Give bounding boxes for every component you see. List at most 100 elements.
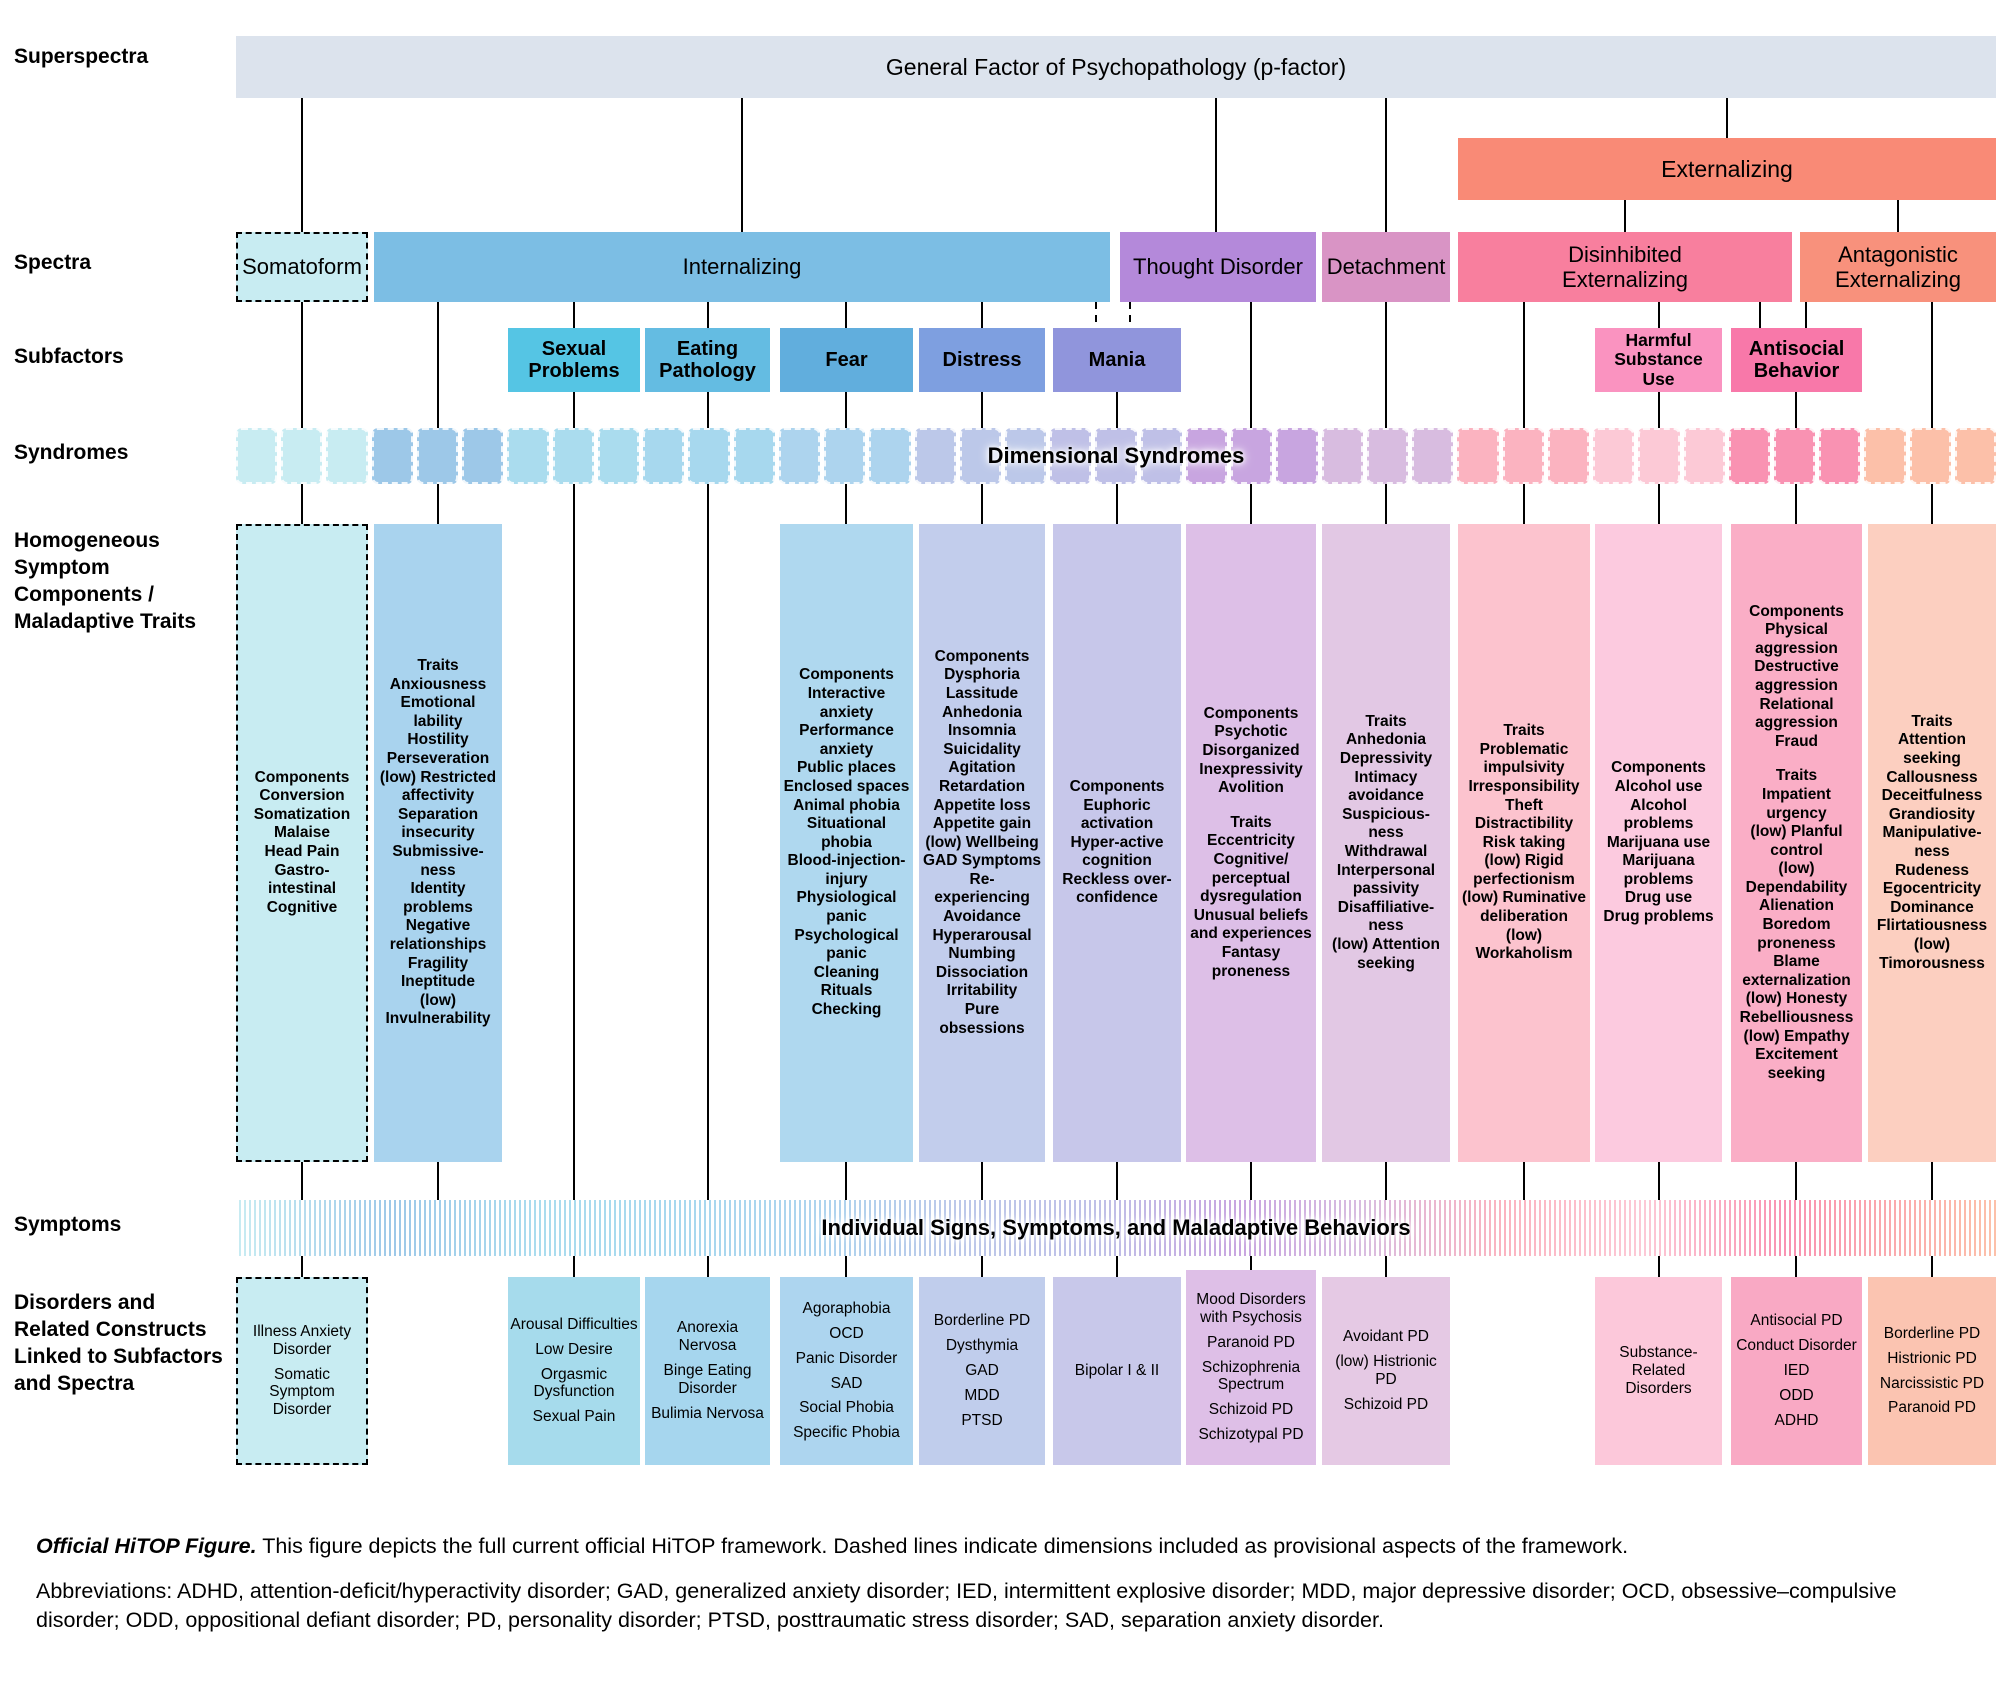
symptoms-band xyxy=(236,1200,1996,1256)
subfactor-eating-pathology-label: Eating Pathology xyxy=(659,337,756,382)
list-item: Conduct Disorder xyxy=(1736,1337,1857,1355)
syndrome-cell xyxy=(869,428,911,484)
list-item: Blood-injection-injury xyxy=(787,852,906,888)
syndrome-cell xyxy=(1366,428,1409,484)
section-title: Traits xyxy=(1911,712,1953,730)
list-item: (low) Rigid perfectionism xyxy=(1473,852,1575,888)
components-column-distress: Components Dysphoria Lassitude Anhedonia Ins… xyxy=(919,524,1045,1162)
list-item: Alienation xyxy=(1759,897,1834,915)
list-item: Specific Phobia xyxy=(793,1424,900,1442)
syndrome-cell xyxy=(1954,428,1997,484)
list-item: Low Desire xyxy=(535,1340,613,1358)
externalizing-bar-label: Externalizing xyxy=(1661,155,1793,182)
syndrome-cell xyxy=(552,428,594,484)
list-item: (low) Empathy xyxy=(1743,1027,1850,1045)
list-item: Conversion xyxy=(259,787,345,805)
list-item: Anhedonia xyxy=(1345,731,1427,749)
subfactor-fear: Fear xyxy=(780,328,913,392)
list-item: Identity problems xyxy=(403,880,473,916)
list-item: Head Pain xyxy=(264,843,340,860)
caption-body: This figure depicts the full current off… xyxy=(256,1534,1629,1558)
list-item: Performance anxiety xyxy=(799,722,894,758)
subfactor-antisocial-behavior-label: Antisocial Behavior xyxy=(1748,337,1845,382)
components-column-antisocial: Components Physical aggression Destructive… xyxy=(1731,524,1862,1162)
list-item: GAD xyxy=(965,1362,999,1380)
list-item: Somatic Symptom Disorder xyxy=(269,1365,335,1419)
list-item: Egocentricity xyxy=(1882,880,1982,898)
list-item: Binge Eating Disorder xyxy=(663,1362,752,1397)
syndrome-cell xyxy=(959,428,1001,484)
section-title: Traits xyxy=(1230,813,1272,831)
list-item: Manipulative-ness xyxy=(1882,824,1982,860)
syndrome-cell xyxy=(1773,428,1816,484)
section-title: Components xyxy=(1069,777,1165,795)
list-item: Dominance xyxy=(1890,898,1974,916)
list-item: Bulimia Nervosa xyxy=(651,1404,764,1422)
list-item: Relational aggression xyxy=(1755,695,1838,732)
syndrome-cell xyxy=(1864,428,1906,484)
subfactor-harmful-substance-use-label: Harmful Substance Use xyxy=(1614,329,1703,389)
disorders-antagonistic: Borderline PD Histrionic PD Narcissistic P… xyxy=(1868,1277,1996,1465)
caption-abbreviations: Abbreviations: ADHD, attention-deficit/h… xyxy=(36,1579,1897,1633)
disorders-mania: Bipolar I & II xyxy=(1053,1277,1181,1465)
section-title: Components xyxy=(254,768,350,786)
list-item: Paranoid PD xyxy=(1207,1333,1295,1351)
list-item: PTSD xyxy=(961,1411,1003,1429)
list-item: Fantasy proneness xyxy=(1211,943,1291,980)
syndrome-cell xyxy=(733,428,775,484)
list-item: Inexpressivity xyxy=(1199,760,1303,778)
list-item: ODD xyxy=(1779,1386,1814,1404)
list-item: Enclosed spaces xyxy=(783,777,910,795)
list-item: Borderline PD xyxy=(933,1312,1031,1330)
list-item: Schizophrenia Spectrum xyxy=(1201,1358,1301,1394)
syndrome-cell xyxy=(1140,428,1182,484)
list-item: (low) Wellbeing xyxy=(925,833,1039,851)
syndrome-cell xyxy=(1276,428,1318,484)
syndrome-cell xyxy=(688,428,730,484)
list-item: Paranoid PD xyxy=(1888,1399,1976,1417)
section-title: Components xyxy=(1749,602,1844,620)
caption-line: Official HiTOP Figure. This figure depic… xyxy=(36,1532,1966,1561)
spectra-thought-disorder: Thought Disorder xyxy=(1120,232,1316,302)
list-item: Anxiousness xyxy=(389,675,487,693)
syndrome-cell xyxy=(1185,428,1228,484)
list-item: (low) Attention seeking xyxy=(1332,935,1440,972)
list-item: Alcohol use xyxy=(1614,777,1703,795)
list-item: Insomnia xyxy=(947,722,1017,740)
syndrome-cell xyxy=(778,428,821,484)
list-item: (low) Planful control xyxy=(1750,823,1843,859)
row-label-spectra: Spectra xyxy=(14,251,92,274)
list-item: Callousness xyxy=(1886,768,1978,786)
list-item: Marijuana problems xyxy=(1622,852,1695,888)
list-item: Eccentricity xyxy=(1207,832,1295,850)
spectra-disinhibited-externalizing: Disinhibited Externalizing xyxy=(1458,232,1792,302)
list-item: Depressivity xyxy=(1339,750,1433,768)
list-item: (low) Restricted affectivity xyxy=(379,768,497,805)
list-item: Boredom proneness xyxy=(1757,916,1836,952)
list-item: Ineptitude xyxy=(400,973,476,991)
spectra-antagonistic-externalizing: Antagonistic Externalizing xyxy=(1800,232,1996,302)
list-item: Irresponsibility xyxy=(1468,777,1580,795)
list-item: Deceitfulness xyxy=(1881,787,1983,805)
subfactor-sexual-problems-label: Sexual Problems xyxy=(528,337,620,382)
subfactor-mania: Mania xyxy=(1053,328,1181,392)
list-item: Public places xyxy=(796,759,897,777)
section-title: Components xyxy=(799,666,894,684)
subfactor-sexual-problems: Sexual Problems xyxy=(508,328,640,392)
list-item: Anorexia Nervosa xyxy=(676,1319,739,1355)
list-item: SAD xyxy=(830,1374,863,1392)
list-item: Attention seeking xyxy=(1897,731,1966,768)
list-item: Dissociation xyxy=(935,963,1029,981)
list-item: Histrionic PD xyxy=(1887,1349,1977,1367)
list-item: Fragility xyxy=(407,954,469,972)
list-item: Physical aggression xyxy=(1755,621,1838,657)
list-item: Drug use xyxy=(1624,889,1693,907)
list-item: Marijuana use xyxy=(1606,833,1711,851)
row-label-subfactors: Subfactors xyxy=(14,345,124,368)
subfactor-fear-label: Fear xyxy=(825,348,868,371)
list-item: Schizoid PD xyxy=(1208,1401,1294,1419)
subfactor-mania-label: Mania xyxy=(1088,348,1146,371)
list-item: Agoraphobia xyxy=(802,1300,891,1318)
list-item: Psychotic xyxy=(1214,723,1288,741)
